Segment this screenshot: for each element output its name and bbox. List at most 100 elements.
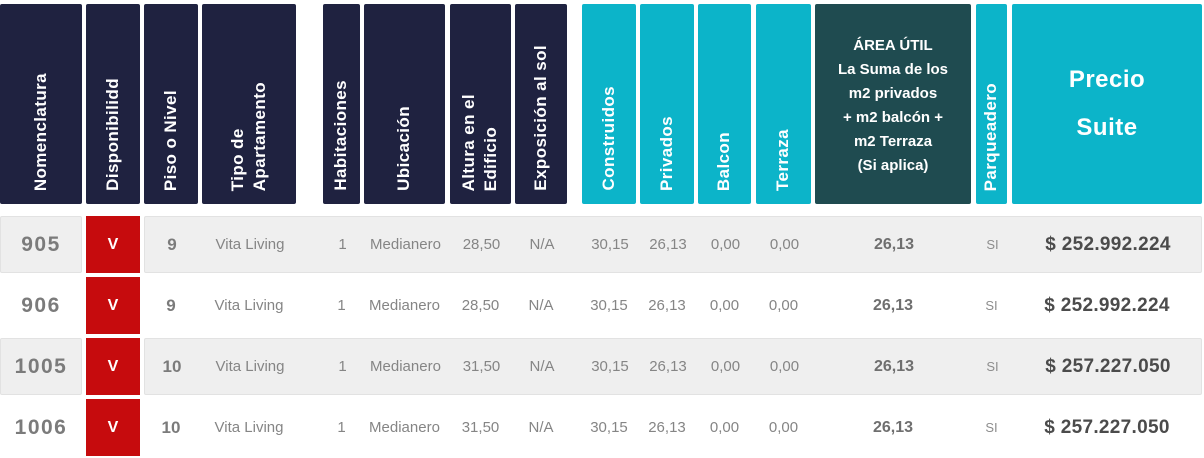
cell-tipo: Vita Living	[215, 358, 285, 375]
column-label: Habitaciones	[331, 80, 351, 191]
cell-precio: $ 257.227.050	[1044, 416, 1170, 438]
cell-nomenclatura: 905	[0, 216, 82, 273]
cell-tipo: Vita Living	[214, 297, 284, 314]
unit-number: 905	[21, 232, 61, 256]
cell-altura: 31,50	[461, 419, 500, 436]
row-detail-panel: 10 Vita Living 1 Medianero 31,50 N/A 30,…	[144, 338, 1202, 395]
cell-privados: 26,13	[649, 358, 687, 375]
cell-privados: 26,13	[648, 297, 686, 314]
cell-precio: $ 252.992.224	[1044, 294, 1170, 316]
cell-parqueadero: SI	[986, 237, 999, 252]
column-header-altura-en-el-edificio: Altura en el Edificio	[450, 4, 511, 204]
row-detail-panel: 9 Vita Living 1 Medianero 28,50 N/A 30,1…	[144, 277, 1202, 334]
availability-badge: V	[86, 338, 140, 395]
cell-piso: 10	[161, 417, 181, 437]
cell-construidos: 30,15	[590, 419, 628, 436]
column-label: ÁREA ÚTIL La Suma de los m2 privados + m…	[837, 37, 949, 174]
column-header-precio-suite: Precio Suite	[1012, 4, 1202, 204]
unit-number: 906	[21, 293, 61, 317]
column-header-parqueadero: Parqueadero	[976, 4, 1007, 204]
cell-terraza: 0,00	[769, 358, 800, 375]
column-header-tipo-de-apartamento: Tipo de Apartamento	[202, 4, 296, 204]
cell-area-util: 26,13	[872, 418, 914, 436]
column-label: Precio Suite	[1068, 66, 1146, 141]
column-label: Construidos	[598, 86, 618, 191]
cell-ubicacion: Medianero	[369, 297, 440, 314]
cell-precio: $ 257.227.050	[1045, 355, 1171, 377]
cell-piso: 10	[162, 356, 182, 376]
cell-altura: 28,50	[461, 297, 500, 314]
cell-piso: 9	[167, 234, 177, 254]
row-detail-panel: 10 Vita Living 1 Medianero 31,50 N/A 30,…	[144, 399, 1202, 456]
availability-value: V	[107, 235, 119, 253]
cell-habitaciones: 1	[338, 358, 347, 375]
cell-balcon: 0,00	[710, 358, 741, 375]
cell-parqueadero: SI	[985, 420, 998, 435]
unit-number: 1006	[14, 415, 68, 439]
column-header-disponibilidad: Disponibilidd	[86, 4, 140, 204]
cell-privados: 26,13	[649, 236, 687, 253]
cell-nomenclatura: 1005	[0, 338, 82, 395]
column-label: Tipo de Apartamento	[227, 81, 269, 191]
cell-tipo: Vita Living	[215, 236, 285, 253]
cell-privados: 26,13	[648, 419, 686, 436]
table-row: 1006 V 10 Vita Living 1 Medianero 31,50 …	[0, 399, 1204, 456]
cell-nomenclatura: 906	[0, 277, 82, 334]
column-header-construidos: Construidos	[582, 4, 636, 204]
cell-terraza: 0,00	[768, 297, 799, 314]
column-label: Parqueadero	[981, 82, 1001, 191]
cell-construidos: 30,15	[590, 297, 628, 314]
availability-badge: V	[86, 277, 140, 334]
column-label: Privados	[656, 115, 676, 191]
availability-badge: V	[86, 399, 140, 456]
unit-number: 1005	[14, 354, 68, 378]
cell-terraza: 0,00	[769, 236, 800, 253]
cell-construidos: 30,15	[591, 358, 629, 375]
cell-construidos: 30,15	[591, 236, 629, 253]
column-header-ubicacion: Ubicación	[364, 4, 445, 204]
cell-parqueadero: SI	[986, 359, 999, 374]
cell-balcon: 0,00	[709, 297, 740, 314]
table-header-row: Nomenclatura Disponibilidd Piso o Nivel …	[0, 0, 1204, 204]
column-label: Piso o Nivel	[160, 89, 180, 191]
column-label: Altura en el Edificio	[459, 93, 501, 191]
cell-area-util: 26,13	[873, 235, 915, 253]
cell-area-util: 26,13	[873, 357, 915, 375]
cell-area-util: 26,13	[872, 296, 914, 314]
column-header-piso-o-nivel: Piso o Nivel	[144, 4, 198, 204]
row-detail-panel: 9 Vita Living 1 Medianero 28,50 N/A 30,1…	[144, 216, 1202, 273]
cell-exposicion: N/A	[529, 358, 555, 375]
column-label: Nomenclatura	[30, 72, 50, 191]
cell-exposicion: N/A	[528, 419, 554, 436]
cell-terraza: 0,00	[768, 419, 799, 436]
cell-balcon: 0,00	[710, 236, 741, 253]
cell-habitaciones: 1	[337, 419, 346, 436]
table-row: 906 V 9 Vita Living 1 Medianero 28,50 N/…	[0, 277, 1204, 334]
column-header-exposicion-al-sol: Exposición al sol	[515, 4, 567, 204]
table-body: 905 V 9 Vita Living 1 Medianero 28,50 N/…	[0, 216, 1204, 456]
cell-habitaciones: 1	[337, 297, 346, 314]
column-header-terraza: Terraza	[756, 4, 811, 204]
column-label: Ubicación	[394, 106, 414, 191]
cell-altura: 31,50	[462, 358, 501, 375]
table-row: 1005 V 10 Vita Living 1 Medianero 31,50 …	[0, 338, 1204, 395]
cell-exposicion: N/A	[528, 297, 554, 314]
cell-ubicacion: Medianero	[370, 358, 441, 375]
cell-parqueadero: SI	[985, 298, 998, 313]
cell-ubicacion: Medianero	[369, 419, 440, 436]
column-label: Terraza	[773, 128, 793, 191]
availability-value: V	[107, 357, 119, 375]
column-header-area-util: ÁREA ÚTIL La Suma de los m2 privados + m…	[815, 4, 971, 204]
column-header-nomenclatura: Nomenclatura	[0, 4, 82, 204]
cell-ubicacion: Medianero	[370, 236, 441, 253]
cell-piso: 9	[166, 295, 176, 315]
cell-precio: $ 252.992.224	[1045, 233, 1171, 255]
column-header-privados: Privados	[640, 4, 694, 204]
column-header-balcon: Balcon	[698, 4, 751, 204]
cell-balcon: 0,00	[709, 419, 740, 436]
availability-value: V	[107, 418, 119, 436]
column-label: Balcon	[714, 131, 734, 191]
cell-exposicion: N/A	[529, 236, 555, 253]
availability-value: V	[107, 296, 119, 314]
